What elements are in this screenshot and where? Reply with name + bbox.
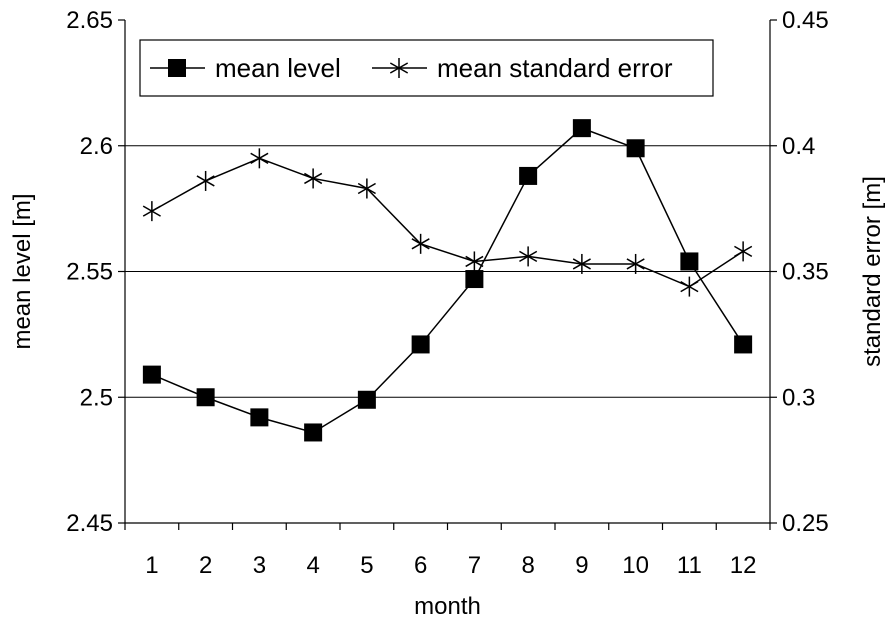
x-tick-label: 12 [730, 552, 757, 579]
right-y-axis-title: standard error [m] [859, 176, 886, 367]
x-tick-label: 7 [468, 552, 481, 579]
legend-label-mean-standard-error: mean standard error [437, 53, 673, 83]
x-tick-label: 4 [306, 552, 319, 579]
left-y-tick-label: 2.6 [80, 133, 113, 160]
data-point-square [411, 335, 430, 354]
data-point-asterisk [250, 148, 269, 169]
legend-label-mean-level: mean level [215, 53, 341, 83]
x-tick-label: 5 [360, 552, 373, 579]
series [142, 119, 753, 442]
x-tick-label: 1 [145, 552, 158, 579]
marker-stroke [250, 152, 269, 164]
data-point-asterisk [411, 233, 430, 254]
data-point-square [572, 119, 591, 138]
data-point-asterisk [626, 253, 645, 274]
data-point-asterisk [465, 251, 484, 272]
data-point-square [357, 390, 376, 409]
legend: mean level mean standard error [139, 39, 714, 97]
marker-stroke [411, 238, 430, 250]
data-point-asterisk [357, 178, 376, 199]
right-y-tick-label: 0.3 [782, 384, 815, 411]
x-tick-label: 11 [677, 552, 702, 579]
marker-stroke [357, 182, 376, 195]
data-point-square [465, 270, 484, 289]
marker-stroke [196, 175, 215, 187]
marker-stroke [626, 258, 645, 270]
legend-items [150, 58, 427, 78]
data-point-square [519, 166, 538, 185]
right-y-tick-label: 0.4 [782, 133, 815, 160]
marker-stroke [680, 280, 699, 293]
marker-stroke [465, 255, 484, 268]
data-point-asterisk [519, 246, 538, 267]
left-y-tick-label: 2.55 [66, 259, 113, 286]
data-point-square [196, 388, 215, 407]
marker-stroke [572, 258, 591, 270]
data-point-asterisk [572, 253, 591, 274]
left-y-tick-label: 2.5 [80, 384, 113, 411]
gridlines [125, 145, 770, 398]
data-point-asterisk [680, 276, 699, 297]
legend-marker-asterisk [389, 58, 409, 78]
marker-stroke [389, 62, 409, 74]
left-y-axis-title: mean level [m] [9, 193, 36, 349]
x-tick-label: 2 [199, 552, 212, 579]
data-point-asterisk [142, 201, 161, 222]
series-mean-level [142, 119, 753, 442]
data-point-square [250, 408, 269, 427]
marker-stroke [142, 205, 161, 217]
data-point-asterisk [734, 241, 753, 262]
x-tick-label: 8 [521, 552, 534, 579]
data-point-square [304, 423, 323, 442]
data-point-asterisk [304, 168, 323, 189]
right-y-tick-label: 0.45 [782, 7, 829, 34]
x-tick-label: 6 [414, 552, 427, 579]
marker-stroke [519, 250, 538, 263]
ticks: 2.452.52.552.62.650.250.30.350.40.451 2 3 4… [66, 7, 828, 579]
marker-stroke [304, 172, 323, 185]
right-y-tick-label: 0.35 [782, 259, 829, 286]
data-point-square [626, 139, 645, 158]
legend-marker-square [168, 59, 186, 77]
data-point-square [142, 365, 161, 384]
series-line [151, 127, 744, 434]
data-point-asterisk [196, 170, 215, 191]
data-point-square [680, 252, 699, 271]
series-line [151, 157, 744, 288]
x-tick-label: 9 [575, 552, 588, 579]
x-tick-label: 3 [253, 552, 266, 579]
marker-stroke [734, 245, 753, 258]
data-point-square [734, 335, 753, 354]
left-y-tick-label: 2.65 [66, 7, 113, 34]
x-tick-label: 10 [622, 552, 649, 579]
right-y-tick-label: 0.25 [782, 510, 829, 537]
legend-box [139, 39, 714, 97]
left-y-tick-label: 2.45 [66, 510, 113, 537]
series-mean-standard-error [142, 148, 753, 297]
x-axis-title: month [414, 593, 481, 620]
